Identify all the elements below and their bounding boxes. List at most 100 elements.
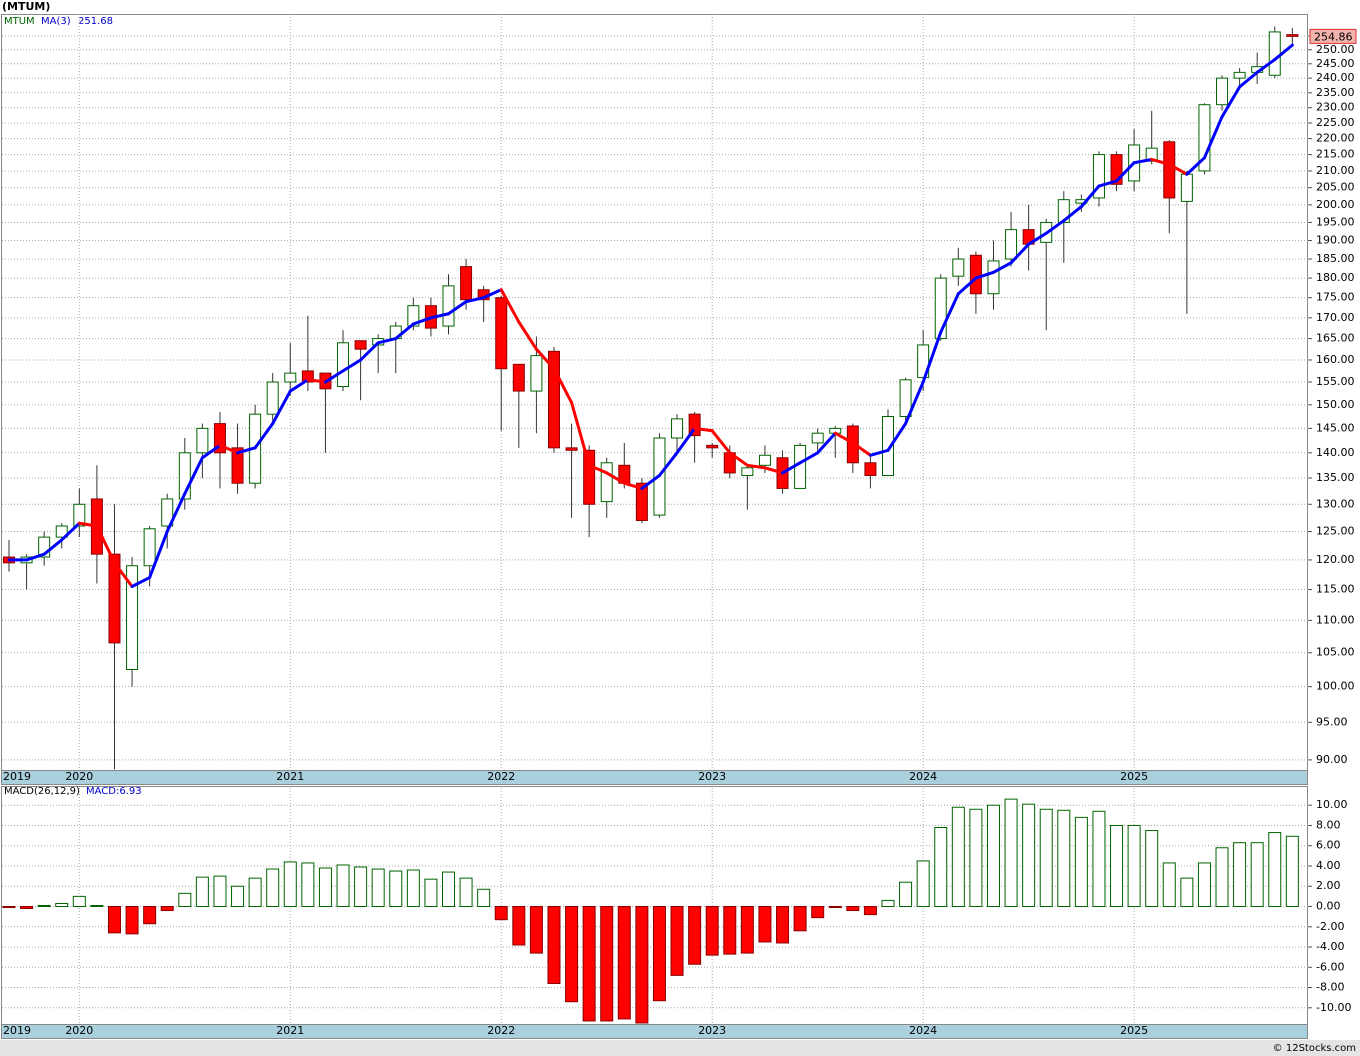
y-tick-label: 235.00 [1316,86,1355,99]
candle-body [38,536,51,558]
macd-bar [90,904,104,908]
candle-body [565,447,578,451]
macd-bar [248,877,262,908]
ma-line [570,401,591,467]
candle-body [337,342,350,388]
ma-line [1238,70,1259,89]
macd-bar [1057,809,1071,908]
macd-bar [793,906,807,932]
macd-bar [1145,830,1159,908]
x-tick-label: 2020 [65,1024,93,1037]
macd-bar [635,906,649,1024]
ma-line [745,463,767,470]
ma-line [482,288,503,300]
macd-bar [600,906,614,1022]
y-tick-label: 150.00 [1316,398,1355,411]
macd-bar [424,878,438,908]
macd-bar [389,870,403,908]
candle-body [794,444,807,489]
macd-bar [617,906,631,1020]
y-tick-label: 240.00 [1316,71,1355,84]
macd-bar [354,866,368,908]
ma-line [939,292,960,334]
y-tick-label: 6.00 [1316,839,1341,852]
macd-bar [1039,808,1053,908]
y-tick-label: 2.00 [1316,879,1341,892]
candle-body [547,350,560,449]
macd-bar [758,906,772,943]
ma-line [341,358,363,373]
candle-body [1233,71,1246,79]
macd-date-strip [1,1024,1308,1039]
y-tick-label: 145.00 [1316,421,1355,434]
ma-line [112,561,134,588]
macd-bar [776,906,790,944]
ma-line [288,378,310,393]
macd-bar [881,899,895,908]
y-tick-label: 160.00 [1316,353,1355,366]
macd-bar [916,860,930,908]
macd-label: MACD:6.93 [86,786,142,797]
y-tick-label: 215.00 [1316,148,1355,161]
y-tick-label: -2.00 [1316,920,1344,933]
candle-body [1216,77,1229,106]
candle-body [530,355,543,392]
macd-bar [565,906,579,1003]
x-tick-label: 2019 [3,1024,31,1037]
candle-body [811,432,824,444]
candle-body [864,462,877,476]
macd-bar [828,906,842,909]
y-tick-label: 185.00 [1316,252,1355,265]
macd-bar [529,906,543,954]
y-tick-label: 90.00 [1316,753,1348,766]
candle-body [442,285,455,327]
candle-body [284,372,297,383]
macd-bar [178,892,192,908]
ma-line [974,270,995,280]
ma-line [95,524,116,565]
macd-bar [107,906,121,934]
ma-line [323,369,345,384]
ma-line [1167,162,1189,176]
ma-line [622,481,644,490]
price-panel [1,14,1308,785]
macd-bar [231,885,245,908]
x-tick-label: 2022 [487,1024,515,1037]
y-tick-label: -10.00 [1316,1001,1351,1014]
ma-line [499,288,521,324]
ma-line [657,451,679,477]
candle-body [512,363,525,392]
ma-line [675,426,697,455]
y-tick-label: 120.00 [1316,553,1355,566]
macd-bar [266,868,280,908]
macd-bar [1092,810,1106,908]
last-price-box [1309,28,1357,44]
x-tick-label: 2024 [909,1024,937,1037]
x-tick-label: 2023 [698,770,726,783]
macd-bar [969,808,983,908]
x-tick-label: 2025 [1120,1024,1148,1037]
macd-bar [688,906,702,965]
y-tick-label: 0.00 [1316,900,1341,913]
y-tick-label: 8.00 [1316,818,1341,831]
y-tick-label: 200.00 [1316,198,1355,211]
candle-body [987,260,1000,295]
ma-line [904,380,925,426]
candle-body [1268,31,1281,76]
candle-body [73,503,86,527]
macd-bar [301,862,315,908]
candle-body [178,452,191,500]
x-tick-label: 2022 [487,770,515,783]
ma-line [429,312,450,320]
ma-line [534,347,556,371]
y-tick-label: 195.00 [1316,215,1355,228]
y-tick-label: 125.00 [1316,525,1355,538]
macd-bar [195,876,209,908]
ma-line [306,378,327,384]
macd-bar [846,906,860,912]
ma-line [271,389,292,426]
candle-body [741,467,754,476]
ma-line [464,296,486,304]
ma-line [868,448,890,457]
macd-bar [55,902,69,908]
